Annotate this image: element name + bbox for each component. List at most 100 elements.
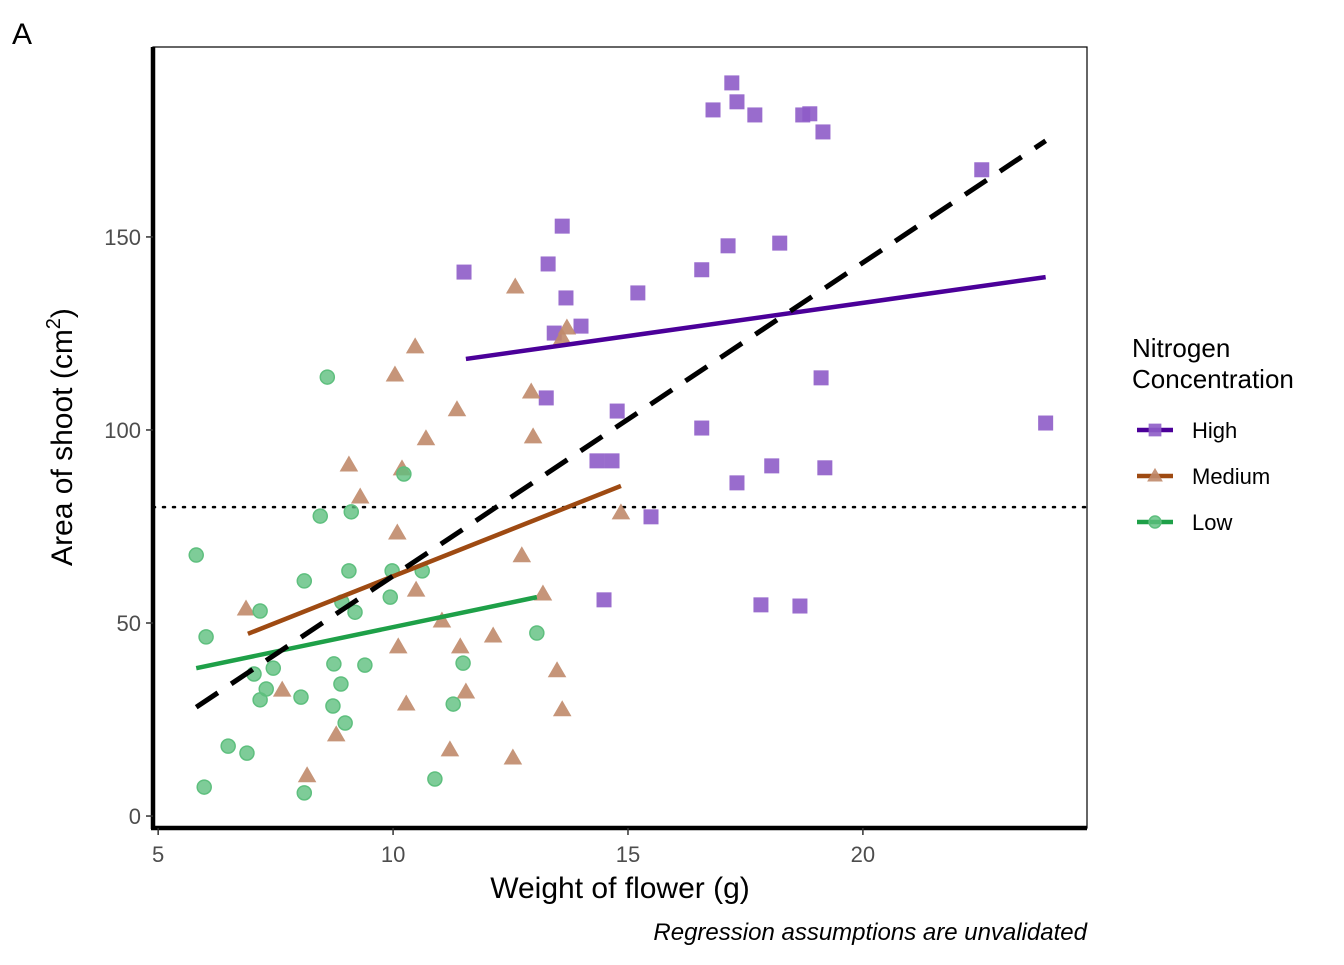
point-medium [388, 523, 407, 540]
point-high [538, 390, 554, 406]
x-tick-label: 20 [851, 842, 875, 867]
x-tick-label: 5 [152, 842, 164, 867]
legend-title-line1: Nitrogen [1132, 333, 1230, 363]
legend-item-low: Low [1137, 510, 1232, 535]
point-low [188, 547, 204, 563]
point-medium [611, 503, 631, 520]
legend: Nitrogen Concentration High Medium Low [1132, 333, 1294, 535]
y-axis-title-close: ) [46, 308, 79, 318]
point-medium [503, 748, 523, 765]
point-medium [388, 637, 408, 654]
legend-marker-swatch [1148, 515, 1162, 529]
point-low [382, 589, 399, 605]
x-axis-title: Weight of flower (g) [490, 872, 750, 905]
point-low [445, 696, 461, 712]
point-high [813, 370, 829, 386]
point-high [596, 592, 612, 608]
point-high [792, 598, 808, 614]
point-medium [297, 766, 317, 783]
fit-line-low [195, 594, 538, 671]
plot-marks [151, 75, 1089, 801]
point-high [802, 106, 818, 122]
point-low [357, 657, 373, 673]
point-medium [450, 637, 470, 654]
point-low [326, 656, 342, 672]
point-low [198, 629, 214, 645]
point-medium [533, 584, 553, 601]
point-medium [521, 382, 541, 399]
y-tick-label: 100 [104, 418, 141, 443]
point-medium [512, 546, 532, 563]
y-axis-title-main: Area of shoot (cm [46, 329, 79, 566]
point-medium [552, 328, 572, 345]
legend-item-high: High [1137, 418, 1237, 443]
point-high [764, 458, 780, 474]
y-tick-label: 50 [117, 611, 141, 636]
point-low [196, 779, 212, 795]
point-low [427, 771, 443, 787]
point-high [724, 75, 740, 91]
legend-marker-swatch [1147, 467, 1163, 482]
point-medium [552, 700, 572, 717]
point-high [747, 107, 763, 123]
point-medium [396, 694, 416, 711]
x-tick-label: 15 [616, 842, 640, 867]
axis-ticks: 5 10 15 20 0 50 100 150 [104, 225, 875, 867]
fit-line-high [465, 274, 1046, 362]
point-medium [326, 725, 346, 742]
overall-fit-line [194, 138, 1048, 710]
legend-item-medium: Medium [1137, 464, 1270, 489]
point-high [540, 256, 556, 272]
point-high [589, 453, 605, 469]
point-high [720, 238, 736, 254]
point-medium [385, 365, 405, 382]
point-low [337, 715, 353, 731]
point-low [252, 692, 268, 708]
point-low [296, 573, 313, 589]
point-high [815, 124, 831, 140]
legend-label: Medium [1192, 464, 1270, 489]
point-medium [236, 599, 256, 616]
point-medium [456, 682, 476, 699]
point-medium [440, 740, 460, 757]
point-medium [339, 455, 359, 472]
y-tick-label: 150 [104, 225, 141, 250]
point-high [630, 285, 646, 301]
point-low [325, 698, 341, 714]
point-medium [505, 277, 525, 294]
point-medium [350, 487, 370, 504]
point-high [729, 475, 745, 491]
point-high [694, 262, 710, 278]
point-high [772, 235, 788, 251]
point-low [319, 369, 336, 385]
point-high [1038, 415, 1054, 431]
legend-title-line2: Concentration [1132, 364, 1294, 394]
point-low [529, 625, 545, 641]
point-low [220, 738, 236, 754]
point-low [312, 508, 329, 524]
point-high [705, 102, 721, 118]
point-low [293, 689, 309, 705]
point-low [296, 785, 313, 801]
point-high [573, 318, 589, 334]
caption: Regression assumptions are unvalidated [653, 919, 1087, 946]
point-low [333, 676, 349, 692]
point-medium [405, 337, 425, 354]
point-medium [432, 611, 452, 628]
point-high [753, 597, 769, 613]
point-low [455, 655, 471, 671]
point-medium [523, 427, 543, 444]
y-axis-title-superscript: 2 [43, 318, 65, 329]
point-high [609, 403, 625, 419]
legend-marker-swatch [1148, 423, 1162, 437]
point-medium [447, 400, 467, 417]
point-low [239, 745, 255, 761]
y-tick-label: 0 [129, 804, 141, 829]
y-axis-title: Area of shoot (cm2) [43, 308, 79, 566]
legend-label: High [1192, 418, 1237, 443]
panel-label: A [12, 18, 32, 51]
point-high [554, 218, 570, 234]
point-medium [416, 429, 436, 446]
point-high [729, 94, 745, 110]
